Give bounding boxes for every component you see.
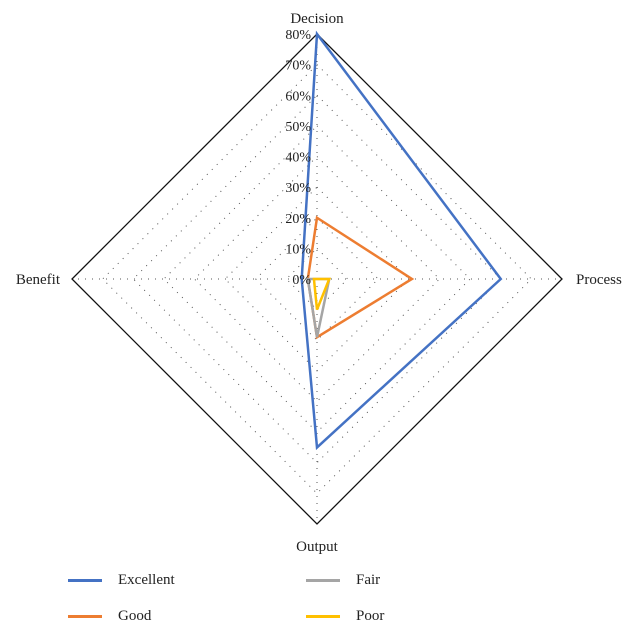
- legend-item-excellent: Excellent: [68, 572, 175, 589]
- legend-label: Fair: [356, 572, 381, 588]
- axis-label-benefit: Benefit: [16, 272, 61, 288]
- radar-chart: 0% 10% 20% 30% 40% 50% 60% 70% 80% Decision Proce…: [16, 11, 622, 555]
- grid-outer-ring: [71, 33, 563, 525]
- series-line-excellent: [300, 30, 503, 451]
- tick-label: 30%: [285, 181, 311, 196]
- legend-swatch: [306, 615, 340, 618]
- legend-item-good: Good: [68, 608, 151, 625]
- axis-label-output: Output: [296, 539, 339, 555]
- tick-label: 70%: [285, 59, 311, 74]
- legend-label: Good: [118, 608, 152, 624]
- chart-legend: Excellent Good Fair Poor: [68, 572, 488, 632]
- legend-item-fair: Fair: [306, 572, 380, 589]
- series-line-poor: [312, 277, 332, 311]
- radar-series: [300, 30, 503, 451]
- grid-ring: [163, 125, 471, 433]
- radar-axis-labels: Decision Process Output Benefit: [16, 11, 622, 555]
- legend-label: Poor: [356, 608, 385, 624]
- radar-grid: [71, 33, 563, 525]
- tick-label: 80%: [285, 28, 311, 43]
- tick-label: 50%: [285, 120, 311, 135]
- tick-label: 0%: [292, 273, 311, 288]
- tick-label: 60%: [285, 89, 311, 104]
- legend-swatch: [68, 615, 102, 618]
- axis-label-process: Process: [576, 272, 622, 288]
- tick-label: 10%: [285, 242, 311, 257]
- tick-label: 40%: [285, 151, 311, 166]
- legend-swatch: [306, 579, 340, 582]
- legend-label: Excellent: [118, 572, 175, 588]
- axis-label-decision: Decision: [290, 11, 344, 27]
- grid-ring: [285, 247, 349, 311]
- tick-label: 20%: [285, 212, 311, 227]
- radar-tick-labels: 0% 10% 20% 30% 40% 50% 60% 70% 80%: [285, 28, 311, 288]
- legend-swatch: [68, 579, 102, 582]
- legend-item-poor: Poor: [306, 608, 384, 625]
